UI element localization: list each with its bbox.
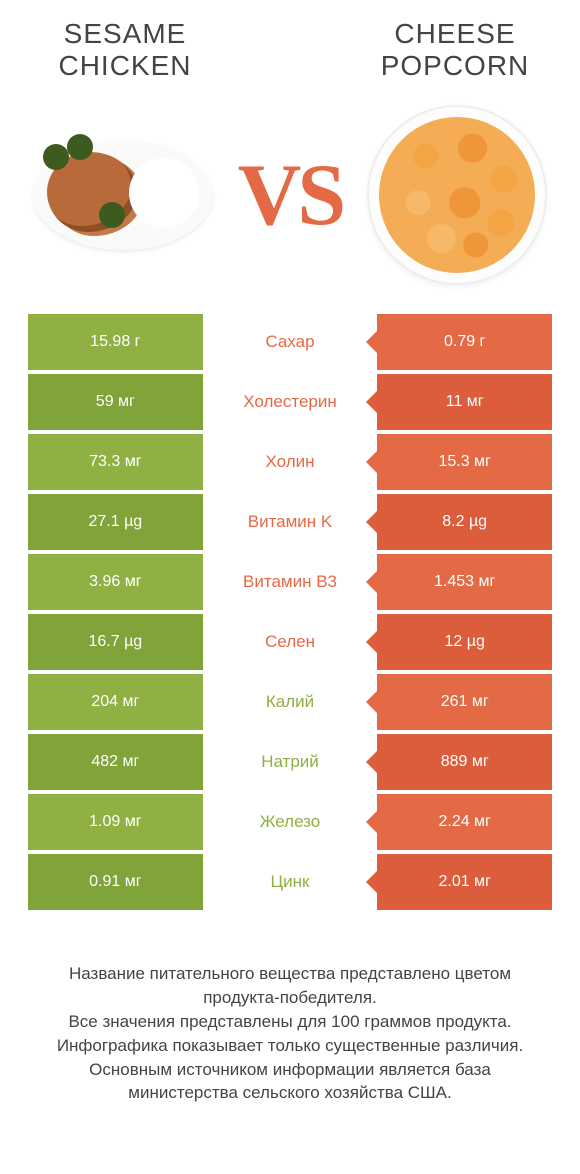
left-food-image: [28, 100, 218, 290]
comparison-table: 15.98 гСахар0.79 г59 мгХолестерин11 мг73…: [0, 314, 580, 910]
table-row: 1.09 мгЖелезо2.24 мг: [28, 794, 552, 850]
table-row: 73.3 мгХолин15.3 мг: [28, 434, 552, 490]
value-left: 482 мг: [28, 734, 203, 790]
value-right: 1.453 мг: [377, 554, 552, 610]
nutrient-label: Селен: [203, 614, 378, 670]
table-row: 482 мгНатрий889 мг: [28, 734, 552, 790]
value-left: 27.1 µg: [28, 494, 203, 550]
table-row: 0.91 мгЦинк2.01 мг: [28, 854, 552, 910]
nutrient-label: Железо: [203, 794, 378, 850]
value-right: 15.3 мг: [377, 434, 552, 490]
table-row: 16.7 µgСелен12 µg: [28, 614, 552, 670]
value-right: 889 мг: [377, 734, 552, 790]
footer-line: Все значения представлены для 100 граммо…: [36, 1010, 544, 1034]
nutrient-label: Холин: [203, 434, 378, 490]
value-left: 73.3 мг: [28, 434, 203, 490]
value-left: 3.96 мг: [28, 554, 203, 610]
right-food-image: [362, 100, 552, 290]
footer-line: Инфографика показывает только существенн…: [36, 1034, 544, 1058]
value-right: 0.79 г: [377, 314, 552, 370]
value-right: 261 мг: [377, 674, 552, 730]
nutrient-label: Сахар: [203, 314, 378, 370]
images-row: VS: [0, 92, 580, 314]
value-left: 15.98 г: [28, 314, 203, 370]
value-left: 16.7 µg: [28, 614, 203, 670]
value-left: 59 мг: [28, 374, 203, 430]
nutrient-label: Витамин K: [203, 494, 378, 550]
vs-label: VS: [238, 145, 343, 246]
value-right: 8.2 µg: [377, 494, 552, 550]
footer-notes: Название питательного вещества представл…: [0, 914, 580, 1105]
value-left: 204 мг: [28, 674, 203, 730]
table-row: 59 мгХолестерин11 мг: [28, 374, 552, 430]
table-row: 3.96 мгВитамин B31.453 мг: [28, 554, 552, 610]
value-right: 11 мг: [377, 374, 552, 430]
footer-line: Основным источником информации является …: [36, 1058, 544, 1106]
nutrient-label: Цинк: [203, 854, 378, 910]
right-title: CHEESE POPCORN: [360, 18, 550, 82]
value-left: 1.09 мг: [28, 794, 203, 850]
footer-line: Название питательного вещества представл…: [36, 962, 544, 1010]
table-row: 204 мгКалий261 мг: [28, 674, 552, 730]
nutrient-label: Натрий: [203, 734, 378, 790]
header-titles: SESAME CHICKEN CHEESE POPCORN: [0, 0, 580, 92]
value-right: 12 µg: [377, 614, 552, 670]
nutrient-label: Холестерин: [203, 374, 378, 430]
value-left: 0.91 мг: [28, 854, 203, 910]
value-right: 2.01 мг: [377, 854, 552, 910]
table-row: 15.98 гСахар0.79 г: [28, 314, 552, 370]
left-title: SESAME CHICKEN: [30, 18, 220, 82]
nutrient-label: Калий: [203, 674, 378, 730]
nutrient-label: Витамин B3: [203, 554, 378, 610]
value-right: 2.24 мг: [377, 794, 552, 850]
table-row: 27.1 µgВитамин K8.2 µg: [28, 494, 552, 550]
